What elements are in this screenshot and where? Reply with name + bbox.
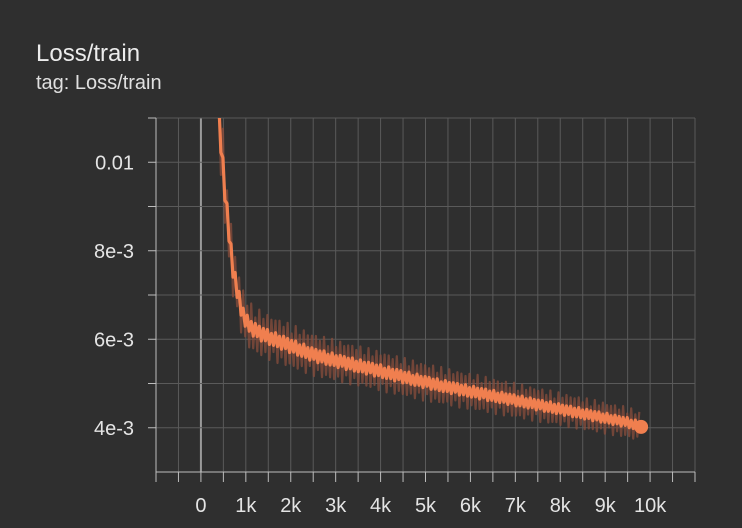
last-point-marker xyxy=(634,419,649,434)
x-tick-label: 3k xyxy=(325,495,347,517)
x-tick-label: 5k xyxy=(415,495,437,517)
x-tick-label: 2k xyxy=(280,495,302,517)
loss-line xyxy=(217,118,641,432)
x-tick-label: 6k xyxy=(460,495,482,517)
x-tick-label: 8k xyxy=(550,495,572,517)
x-tick-label: 4k xyxy=(370,495,392,517)
chart-subtitle: tag: Loss/train xyxy=(36,72,162,94)
y-tick-label: 8e-3 xyxy=(94,241,134,263)
tick-labels: 0 1k 2k 3k 4k 5k 6k 7k 8k 9k 10k 4e-3 6e-3 8e-3 0.01 xyxy=(94,152,667,517)
x-tick-label: 0 xyxy=(195,495,206,517)
x-tick-label: 7k xyxy=(505,495,527,517)
raw-series xyxy=(218,118,641,440)
chart-grid xyxy=(156,117,696,472)
chart-axes xyxy=(148,117,696,482)
x-tick-label: 9k xyxy=(595,495,617,517)
chart-title: Loss/train xyxy=(36,40,141,67)
y-tick-label: 4e-3 xyxy=(94,418,134,440)
smoothed-series xyxy=(217,118,641,432)
y-tick-label: 0.01 xyxy=(95,152,134,174)
y-tick-label: 6e-3 xyxy=(94,329,134,351)
x-tick-label: 10k xyxy=(634,495,667,517)
x-tick-label: 1k xyxy=(235,495,257,517)
raw-line xyxy=(218,118,641,440)
